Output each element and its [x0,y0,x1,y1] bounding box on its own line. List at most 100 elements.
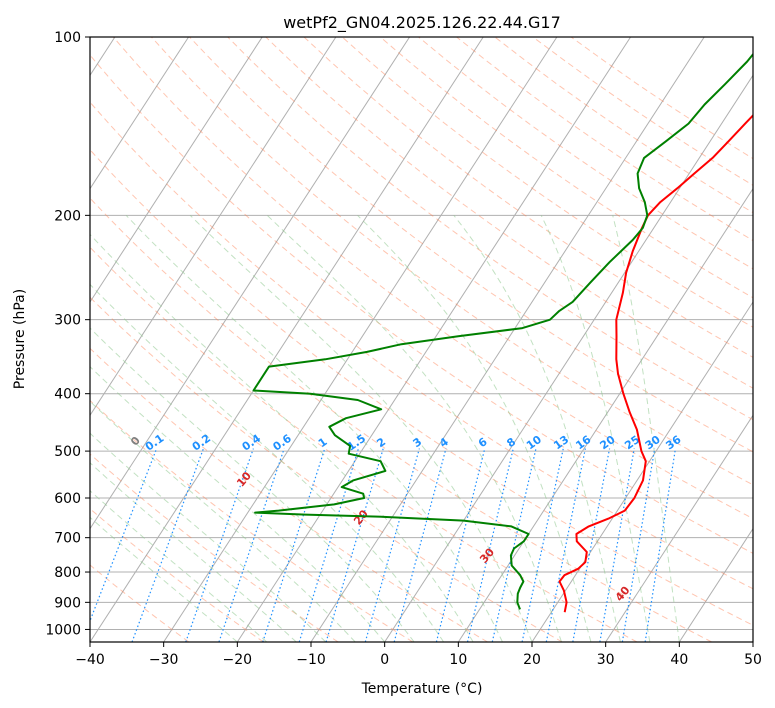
mixing-ratio-line [644,448,677,642]
x-tick-label: −10 [296,652,326,668]
isotherm-line [752,641,753,642]
mixing-ratio-line [466,448,514,642]
x-tick-label: 40 [670,652,688,668]
mixing-ratio-line [262,448,326,642]
isotherm-line [163,37,558,642]
moist-adiabat-line [90,283,445,642]
mixing-ratio-label: 6 [476,435,490,450]
plot-area: 0.10.20.40.611.52346810131620253036-100-… [24,37,753,642]
isotherm-line [90,37,484,642]
mixing-ratio-line [491,448,537,642]
dry-adiabat-line [90,246,638,642]
mixing-ratio-label: 0.6 [270,432,294,454]
mixing-ratio-line [435,448,486,642]
dry-adiabat-line [265,37,753,389]
y-tick-label: 100 [54,30,81,46]
mixing-ratio-label: 1 [316,435,330,450]
mixing-ratio-label: 1.5 [345,432,368,454]
y-tick-label: 1000 [45,622,81,638]
dry-adiabat-line [570,37,753,160]
y-tick-label: 900 [54,595,81,611]
mixing-ratio-line [393,448,447,642]
moist-adiabat-line [189,214,533,642]
dry-adiabat-line [90,149,753,626]
x-tick-label: 50 [744,652,762,668]
dry-adiabat-line [341,37,753,328]
dry-adiabat-line [90,101,753,590]
dry-adiabat-label: -10 [24,391,47,415]
chart-title: wetPf2_GN04.2025.126.22.44.G17 [283,13,561,33]
dry-adiabat-line [90,347,488,642]
mixing-ratio-line [572,448,611,642]
x-tick-label: −20 [223,652,253,668]
isotherm-line [310,37,705,642]
mixing-ratio-line [545,448,586,642]
dry-adiabat-line [90,399,414,642]
y-tick-label: 400 [54,387,81,403]
x-tick-label: 0 [380,652,389,668]
isotherm-line [90,37,190,190]
mixing-ratio-line [131,448,205,642]
mixing-ratio-line [90,448,158,623]
dry-adiabat-line [227,37,753,421]
dry-adiabat-line [90,197,712,642]
x-axis-title: Temperature (°C) [361,681,483,697]
isotherm-line [605,414,753,642]
dry-adiabat-label: 20 [351,507,371,527]
isotherm-line [90,37,263,303]
y-axis-title: Pressure (hPa) [12,289,28,389]
moist-adiabat-line [125,214,503,642]
moist-adiabat-line [90,400,356,642]
x-tick-label: 10 [449,652,467,668]
dry-adiabat-line [90,564,190,642]
isotherm-line [384,74,753,642]
mixing-ratio-label: 2 [374,435,388,450]
moist-adiabat-line [90,490,268,642]
dry-adiabat-line [90,453,339,642]
dry-adiabat-label: 30 [477,545,497,565]
mixing-ratio-label: 10 [524,433,544,453]
dry-adiabat-line [494,37,753,214]
temperature-profile-line [558,114,753,613]
plot-frame [89,36,754,643]
y-tick-label: 500 [54,444,81,460]
moist-adiabat-line [90,233,474,642]
moist-adiabat-line [90,462,297,642]
mixing-ratio-label: 16 [573,433,593,453]
moist-adiabat-line [90,365,386,642]
moist-adiabat-line [90,516,238,642]
isotherm-line [678,527,753,642]
x-tick-label: 20 [523,652,541,668]
mixing-ratio-label: 0.4 [240,432,264,454]
dewpoint-profile-line [252,52,753,610]
mixing-ratio-line [364,448,420,642]
y-tick-label: 200 [54,208,81,224]
moist-adiabat-line [266,214,562,642]
y-axis: 100 200 300 400 500 600 700 800 900 1000 [45,30,90,638]
mixing-ratio-line [621,448,656,642]
dry-adiabat-line [151,37,753,486]
dry-adiabat-label: 40 [613,584,633,604]
dry-adiabat-line [90,508,264,642]
dry-adiabat-label: 10 [234,469,254,489]
mixing-ratio-line [599,448,635,642]
y-tick-label: 600 [54,491,81,507]
moist-adiabat-line [453,214,621,642]
moist-adiabat-line [612,215,680,642]
moist-adiabat-line [357,214,592,642]
mixing-ratio-line [298,448,360,642]
mixing-ratio-label: 4 [437,435,451,450]
isotherm-line [90,37,411,530]
mixing-ratio-line [325,448,384,642]
y-tick-label: 300 [54,313,81,329]
y-tick-label: 700 [54,531,81,547]
dry-adiabat-line [90,296,563,642]
mixing-ratio-label: 8 [504,435,518,450]
mixing-ratio-label: 30 [643,433,663,453]
y-tick-label: 800 [54,565,81,581]
x-tick-label: −30 [149,652,179,668]
dry-adiabat-line [418,37,753,270]
x-axis: −40 −30 −20 −10 0 10 20 30 40 50 [75,642,762,668]
dry-adiabat-line [90,54,753,554]
